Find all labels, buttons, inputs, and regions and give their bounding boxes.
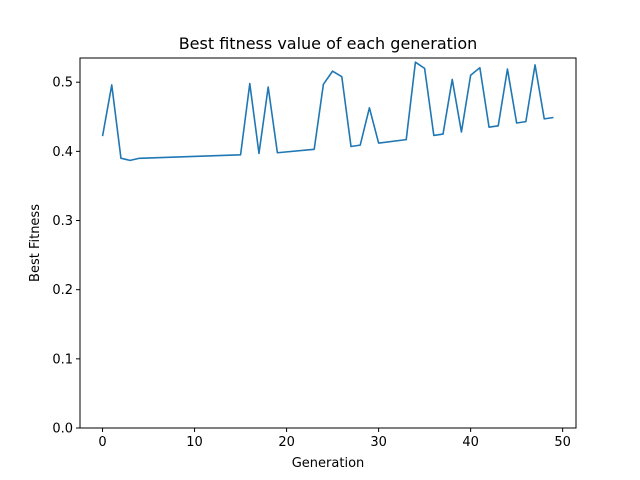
x-tick-label: 0	[98, 435, 106, 450]
x-tick-label: 20	[278, 435, 295, 450]
y-tick-label: 0.1	[52, 352, 73, 367]
x-axis-label: Generation	[292, 456, 365, 471]
x-tick-label: 40	[462, 435, 479, 450]
plot-layer	[101, 61, 554, 162]
y-axis-label: Best Fitness	[28, 204, 43, 282]
y-tick-label: 0.2	[52, 283, 73, 298]
plot-frame	[79, 57, 577, 429]
x-tick-label: 10	[186, 435, 203, 450]
x-axis-ticks: 0 10 20 30 40 50	[98, 428, 571, 450]
y-tick-label: 0.0	[52, 422, 73, 437]
x-tick-label: 30	[370, 435, 387, 450]
y-tick-label: 0.3	[52, 214, 73, 229]
y-tick-label: 0.5	[52, 76, 73, 91]
chart-title: Best fitness value of each generation	[179, 34, 478, 53]
x-tick-label: 50	[554, 435, 571, 450]
series-line-0	[101, 61, 554, 162]
y-axis-ticks: 0.0 0.1 0.2 0.3 0.4 0.5	[52, 76, 80, 437]
y-tick-label: 0.4	[52, 145, 73, 160]
